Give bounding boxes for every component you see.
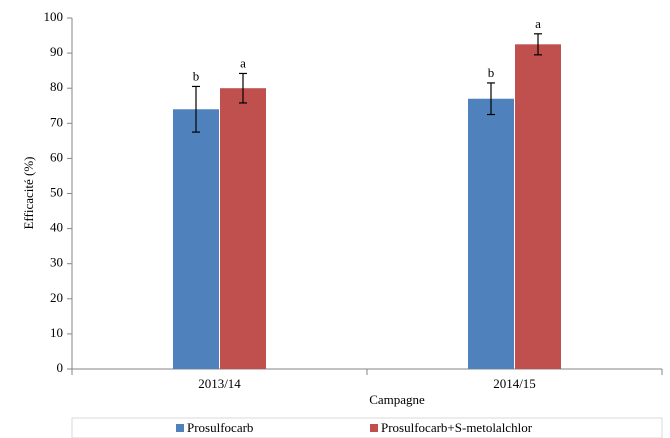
y-tick-label: 20 bbox=[50, 290, 63, 305]
bar bbox=[515, 44, 561, 369]
significance-letter: b bbox=[488, 65, 495, 80]
legend-swatch bbox=[370, 424, 378, 432]
bar bbox=[173, 109, 219, 369]
y-axis-label: Efficacité (%) bbox=[21, 156, 36, 229]
y-tick-label: 60 bbox=[50, 149, 63, 164]
y-tick-label: 70 bbox=[50, 114, 63, 129]
bar bbox=[468, 98, 514, 369]
significance-letter: a bbox=[240, 55, 246, 70]
x-axis-label: Campagne bbox=[369, 392, 425, 407]
y-tick-label: 80 bbox=[50, 79, 63, 94]
y-tick-label: 0 bbox=[57, 360, 64, 375]
y-tick-label: 40 bbox=[50, 220, 63, 235]
significance-letter: b bbox=[193, 68, 200, 83]
y-tick-label: 10 bbox=[50, 325, 63, 340]
legend-label: Prosulfocarb bbox=[187, 420, 253, 435]
significance-letter: a bbox=[535, 16, 541, 31]
y-tick-label: 100 bbox=[44, 9, 64, 24]
y-tick-label: 50 bbox=[50, 184, 63, 199]
x-tick-label: 2013/14 bbox=[198, 376, 241, 391]
y-tick-label: 90 bbox=[50, 44, 63, 59]
legend-box bbox=[71, 417, 663, 438]
legend-label: Prosulfocarb+S-metolalchlor bbox=[381, 420, 533, 435]
bar bbox=[220, 88, 266, 369]
y-tick-label: 30 bbox=[50, 255, 63, 270]
legend-swatch bbox=[176, 424, 184, 432]
x-tick-label: 2014/15 bbox=[493, 376, 536, 391]
